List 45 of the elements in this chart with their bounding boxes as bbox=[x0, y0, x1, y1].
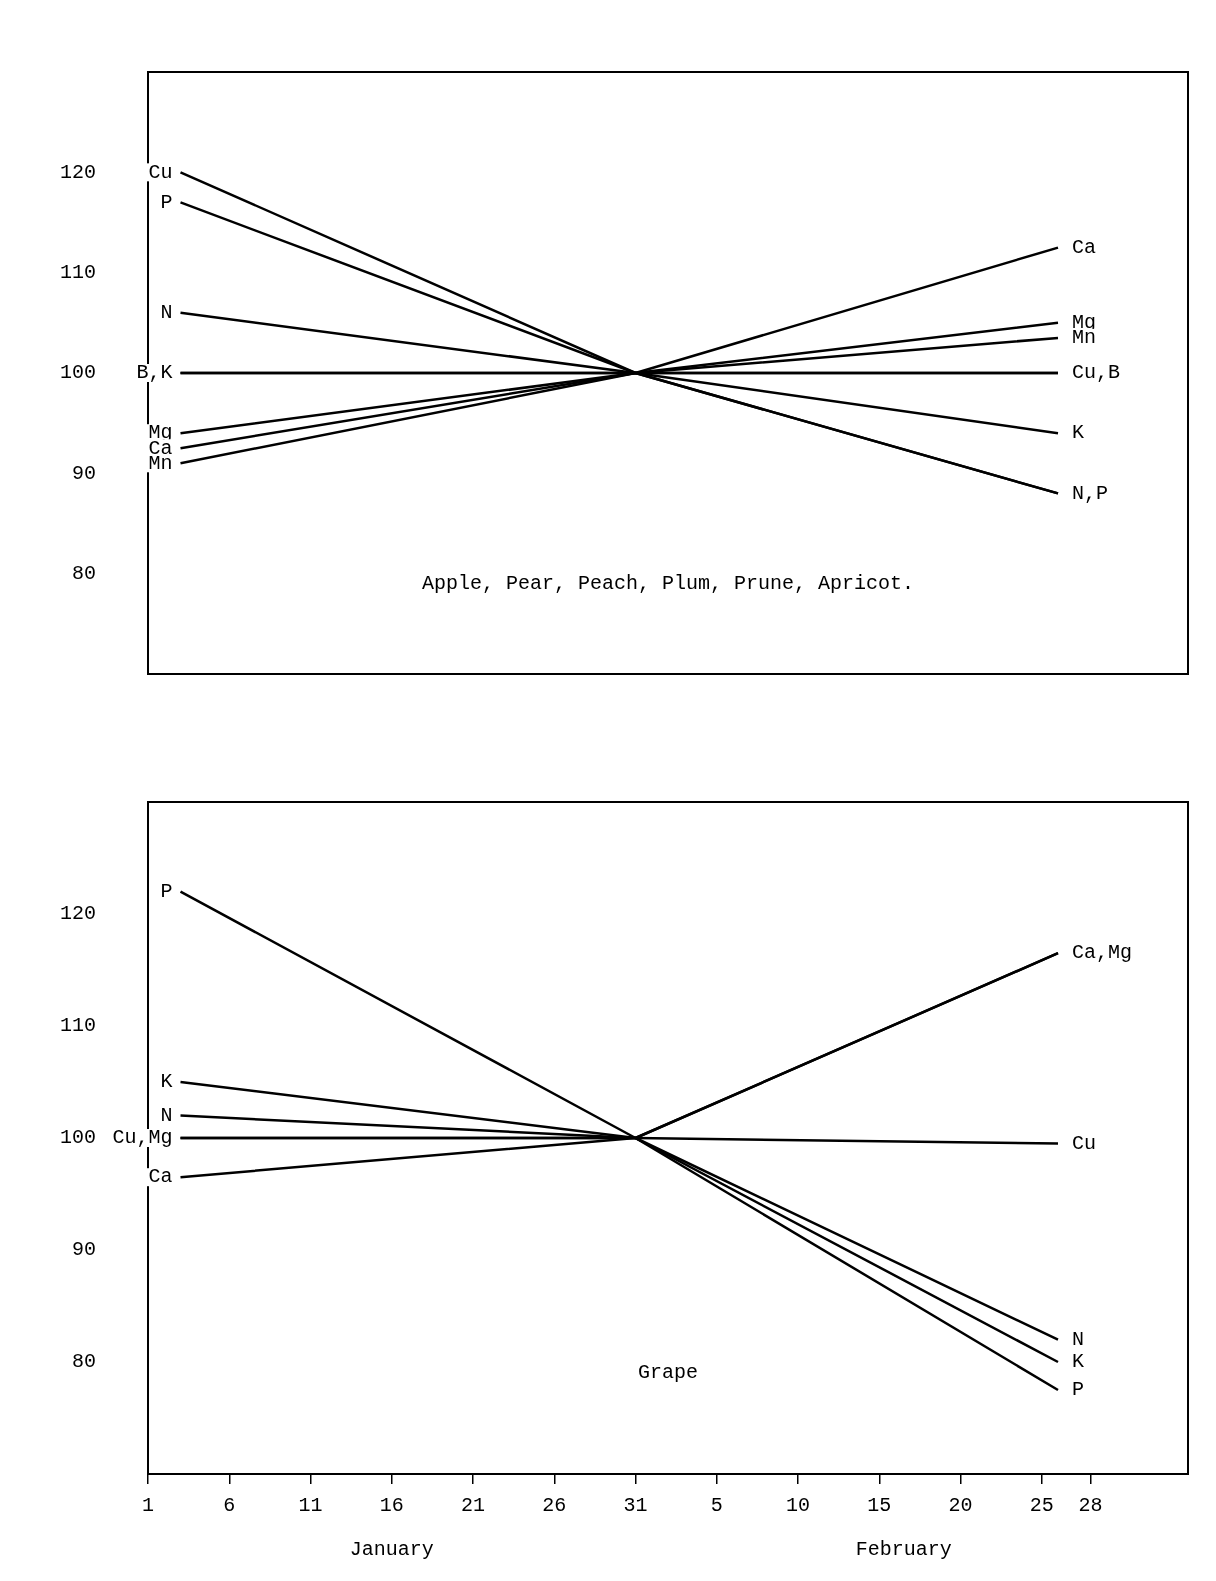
x-tick-label: 1 bbox=[142, 1494, 155, 1518]
x-tick-label: 31 bbox=[623, 1494, 648, 1518]
y-tick-label: 90 bbox=[71, 461, 97, 485]
text: January bbox=[349, 1538, 434, 1562]
x-tick-label: 11 bbox=[298, 1494, 323, 1518]
y-tick-label: 80 bbox=[71, 1350, 97, 1374]
x-tick-label: 26 bbox=[542, 1494, 567, 1518]
annotation: P bbox=[1072, 1378, 1085, 1402]
annotation: P bbox=[160, 879, 173, 903]
annotation: Cu,Mg bbox=[112, 1126, 173, 1150]
annotation: Ca bbox=[148, 1165, 173, 1189]
annotation: K bbox=[1072, 1350, 1085, 1374]
x-tick-label: 28 bbox=[1078, 1494, 1103, 1518]
annotation: Ca bbox=[1072, 235, 1097, 259]
text: February bbox=[855, 1538, 952, 1562]
annotation: K bbox=[160, 1070, 173, 1094]
annotation: N bbox=[160, 1103, 173, 1127]
annotation: N bbox=[1072, 1327, 1085, 1351]
annotation: N,P bbox=[1072, 481, 1109, 505]
y-tick-label: 120 bbox=[59, 902, 97, 926]
annotation: Ca,Mg bbox=[1072, 941, 1133, 965]
x-tick-label: 6 bbox=[223, 1494, 236, 1518]
annotation: Grape bbox=[638, 1361, 699, 1385]
annotation: Cu bbox=[1072, 1131, 1097, 1155]
y-tick-label: 100 bbox=[59, 361, 97, 385]
x-tick-label: 16 bbox=[379, 1494, 404, 1518]
x-tick-label: 21 bbox=[461, 1494, 486, 1518]
annotation: Cu bbox=[148, 160, 173, 184]
y-tick-label: 90 bbox=[71, 1238, 97, 1262]
x-tick-label: 10 bbox=[785, 1494, 811, 1518]
y-tick-label: 100 bbox=[59, 1126, 97, 1150]
x-tick-label: 5 bbox=[710, 1494, 723, 1518]
annotation: N bbox=[160, 301, 173, 325]
x-tick-label: 20 bbox=[948, 1494, 973, 1518]
x-tick-label: 15 bbox=[867, 1494, 892, 1518]
annotation: Apple, Pear, Peach, Plum, Prune, Apricot. bbox=[421, 572, 915, 595]
annotation: Cu,B bbox=[1072, 361, 1121, 385]
annotation: P bbox=[160, 190, 173, 214]
x-tick-label: 25 bbox=[1029, 1494, 1054, 1518]
y-tick-label: 110 bbox=[59, 260, 97, 284]
y-tick-label: 120 bbox=[59, 160, 97, 184]
annotation: K bbox=[1072, 421, 1085, 445]
y-tick-label: 80 bbox=[71, 561, 97, 585]
y-tick-label: 110 bbox=[59, 1014, 97, 1038]
annotation: B,K bbox=[136, 361, 173, 385]
